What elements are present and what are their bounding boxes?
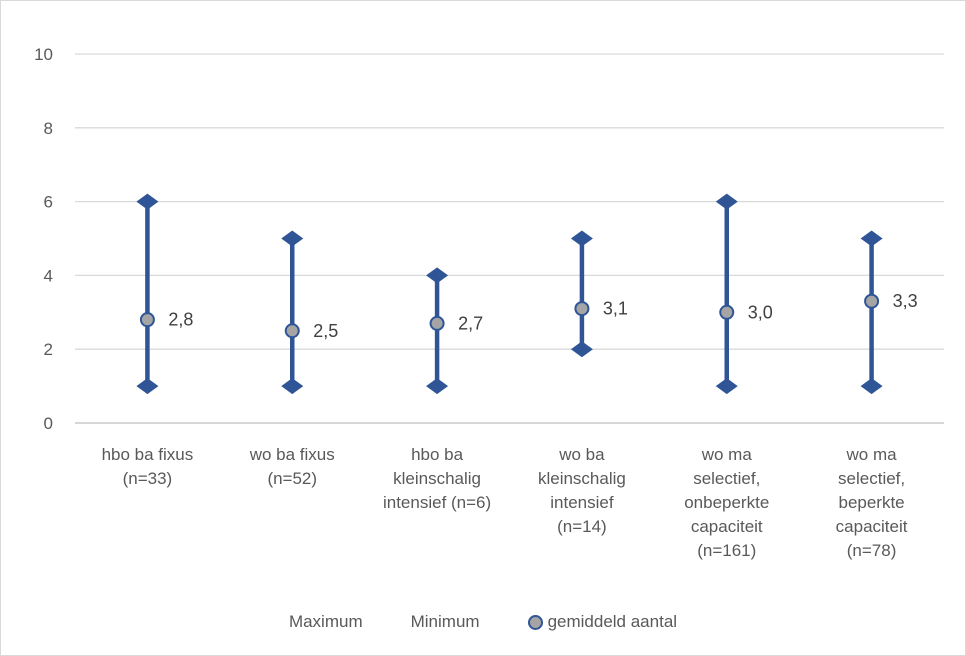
x-category-label: (n=33) [123, 469, 173, 488]
max-marker [860, 230, 883, 247]
legend-item-mean: gemiddeld aantal [527, 612, 678, 632]
x-category-label: wo ma [701, 445, 753, 464]
x-category-label: kleinschalig [393, 469, 481, 488]
mean-data-label: 3,3 [893, 291, 918, 311]
y-tick-label: 2 [44, 340, 53, 359]
mean-data-label: 2,8 [168, 310, 193, 330]
mean-data-label: 2,7 [458, 313, 483, 333]
y-tick-label: 8 [44, 119, 53, 138]
legend-label-maximum: Maximum [288, 612, 363, 631]
mean-point [139, 312, 155, 328]
x-category-label: capaciteit [836, 517, 908, 536]
legend-item-maximum: Maximum [289, 612, 363, 632]
x-category-label: kleinschalig [538, 469, 626, 488]
x-category-label: hbo ba [411, 445, 464, 464]
mean-point [864, 293, 880, 309]
legend: Maximum Minimum gemiddeld aantal [0, 612, 966, 632]
legend-label-minimum: Minimum [410, 612, 480, 631]
max-marker [426, 267, 449, 284]
x-category-label: wo ba [558, 445, 605, 464]
mean-point [719, 304, 735, 320]
mean-data-label: 2,5 [313, 321, 338, 341]
x-category-label: wo ma [846, 445, 898, 464]
max-marker [281, 230, 304, 247]
x-category-label: beperkte [838, 493, 904, 512]
x-category-label: selectief, [838, 469, 905, 488]
min-marker [136, 378, 159, 395]
x-category-label: intensief (n=6) [383, 493, 491, 512]
x-category-label: wo ba fixus [249, 445, 335, 464]
max-marker [136, 193, 159, 210]
x-category-label: (n=14) [557, 517, 607, 536]
mean-data-label: 3,1 [603, 299, 628, 319]
max-marker [570, 230, 593, 247]
y-tick-label: 0 [44, 414, 53, 433]
min-marker [860, 378, 883, 395]
min-marker [426, 378, 449, 395]
mean-point [284, 323, 300, 339]
x-category-label: onbeperkte [684, 493, 769, 512]
legend-marker-icon [527, 614, 543, 630]
y-tick-label: 10 [34, 45, 53, 64]
x-category-label: hbo ba fixus [102, 445, 194, 464]
y-tick-label: 6 [44, 193, 53, 212]
legend-item-minimum: Minimum [411, 612, 480, 632]
x-category-label: intensief [550, 493, 614, 512]
x-category-label: (n=52) [267, 469, 317, 488]
x-category-label: (n=78) [847, 541, 897, 560]
mean-data-label: 3,0 [748, 302, 773, 322]
mean-point [429, 315, 445, 331]
mean-point [574, 301, 590, 317]
x-category-label: (n=161) [697, 541, 756, 560]
min-marker [570, 341, 593, 358]
y-tick-label: 4 [44, 266, 53, 285]
x-category-label: selectief, [693, 469, 760, 488]
x-category-label: capaciteit [691, 517, 763, 536]
min-marker [281, 378, 304, 395]
max-marker [715, 193, 738, 210]
legend-label-mean: gemiddeld aantal [547, 612, 678, 631]
min-marker [715, 378, 738, 395]
